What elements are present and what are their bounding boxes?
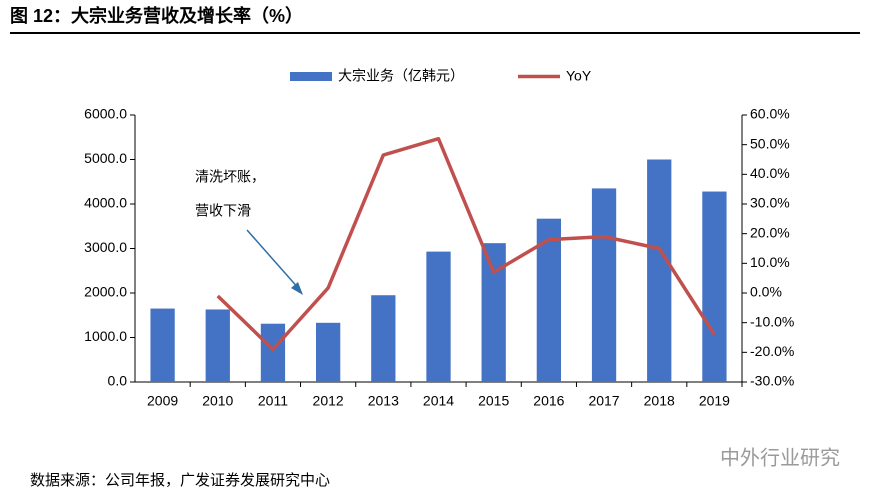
y2-tick-label: 10.0%: [750, 254, 790, 270]
chart-title: 图 12：大宗业务营收及增长率（%）: [10, 5, 303, 26]
y-tick-label: 6000.0: [84, 106, 127, 122]
bar: [315, 322, 341, 382]
y-tick-label: 1000.0: [84, 328, 127, 344]
y2-tick-label: -10.0%: [750, 313, 794, 329]
annotation: 营收下滑: [195, 203, 251, 219]
x-tick-label: 2012: [313, 393, 344, 409]
x-tick-label: 2010: [202, 393, 233, 409]
x-tick-label: 2009: [147, 393, 178, 409]
line: [216, 136, 716, 352]
legend-label: YoY: [566, 68, 592, 84]
y2-tick-label: 50.0%: [750, 135, 790, 151]
x-tick-label: 2013: [368, 393, 399, 409]
x-tick-label: 2019: [699, 393, 730, 409]
x-tick-label: 2018: [644, 393, 675, 409]
y2-tick-label: 30.0%: [750, 195, 790, 211]
y-tick-label: 0.0: [108, 373, 128, 389]
bar: [371, 295, 396, 382]
bar: [591, 188, 617, 382]
bar: [150, 308, 175, 382]
y2-tick-label: -20.0%: [750, 343, 794, 359]
y2-tick-label: -30.0%: [750, 373, 794, 389]
x-tick-label: 2016: [533, 393, 564, 409]
x-tick-label: 2017: [588, 393, 619, 409]
y2-tick-label: 40.0%: [750, 165, 790, 181]
y2-tick-label: 0.0%: [750, 284, 782, 300]
x-tick-label: 2011: [258, 393, 288, 409]
y-tick-label: 2000.0: [84, 284, 127, 300]
y-tick-label: 5000.0: [84, 150, 127, 166]
bar: [205, 309, 230, 382]
y-tick-label: 4000.0: [84, 195, 127, 211]
bar: [647, 159, 672, 382]
annotation: 清洗坏账，: [195, 169, 265, 185]
x-tick-label: 2014: [423, 393, 454, 409]
source: 数据来源：公司年报，广发证券发展研究中心: [30, 472, 330, 489]
bar: [260, 323, 286, 382]
y-tick-label: 3000.0: [84, 239, 127, 255]
legend-label: 大宗业务（亿韩元）: [338, 68, 464, 84]
y2-tick-label: 20.0%: [750, 224, 790, 240]
bar: [426, 251, 451, 382]
annotation-arrow: [246, 229, 301, 291]
watermark: 中外行业研究: [720, 446, 840, 469]
bar: [702, 191, 727, 382]
bar: [481, 243, 506, 382]
x-tick-label: 2015: [478, 393, 509, 409]
legend-swatch: [290, 72, 332, 81]
y2-tick-label: 60.0%: [750, 106, 790, 122]
arrow-head: [291, 282, 303, 295]
